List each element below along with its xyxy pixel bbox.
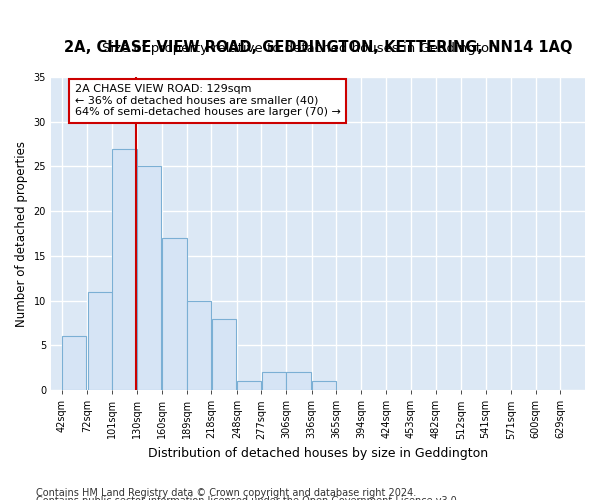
Text: Size of property relative to detached houses in Geddington: Size of property relative to detached ho… bbox=[102, 42, 498, 55]
Bar bbox=[137, 166, 161, 390]
Bar bbox=[286, 372, 311, 390]
Bar bbox=[88, 292, 112, 390]
Bar bbox=[162, 238, 187, 390]
Bar bbox=[112, 148, 137, 390]
Title: 2A, CHASE VIEW ROAD, GEDDINGTON, KETTERING, NN14 1AQ: 2A, CHASE VIEW ROAD, GEDDINGTON, KETTERI… bbox=[64, 40, 572, 55]
X-axis label: Distribution of detached houses by size in Geddington: Distribution of detached houses by size … bbox=[148, 447, 488, 460]
Bar bbox=[212, 318, 236, 390]
Text: Contains public sector information licensed under the Open Government Licence v3: Contains public sector information licen… bbox=[36, 496, 460, 500]
Bar bbox=[262, 372, 286, 390]
Bar bbox=[312, 381, 336, 390]
Bar bbox=[62, 336, 86, 390]
Text: Contains HM Land Registry data © Crown copyright and database right 2024.: Contains HM Land Registry data © Crown c… bbox=[36, 488, 416, 498]
Bar bbox=[187, 300, 211, 390]
Text: 2A CHASE VIEW ROAD: 129sqm
← 36% of detached houses are smaller (40)
64% of semi: 2A CHASE VIEW ROAD: 129sqm ← 36% of deta… bbox=[74, 84, 341, 117]
Y-axis label: Number of detached properties: Number of detached properties bbox=[15, 140, 28, 326]
Bar bbox=[237, 381, 262, 390]
